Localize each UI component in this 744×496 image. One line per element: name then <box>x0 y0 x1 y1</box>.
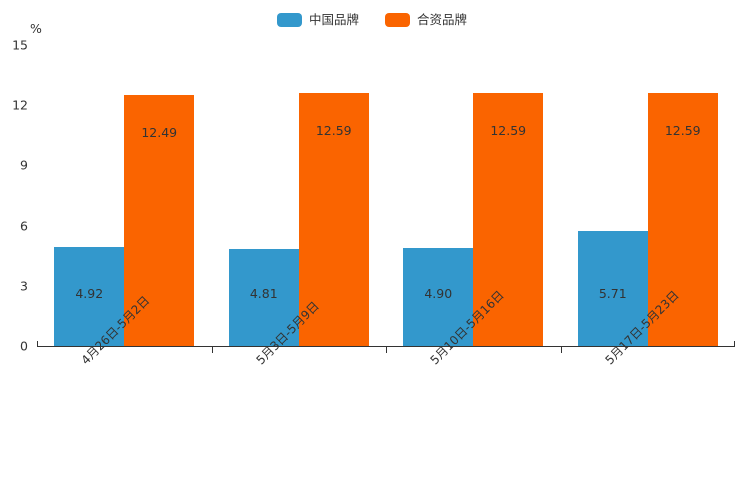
y-axis-tick-labels: 0 3 6 9 12 15 <box>0 0 28 496</box>
bar-value-label: 4.90 <box>424 286 453 301</box>
bar-china-brand[interactable]: 4.81 <box>228 249 299 346</box>
bar-china-brand[interactable]: 4.90 <box>403 247 474 346</box>
bar-value-label: 4.81 <box>249 286 278 301</box>
legend-item-joint-venture-brand[interactable]: 合资品牌 <box>385 13 467 27</box>
bar-joint-venture-brand[interactable]: 12.49 <box>124 95 195 346</box>
bar-value-label: 5.71 <box>598 286 627 301</box>
x-axis-left-cap <box>37 341 38 346</box>
bar-china-brand[interactable]: 5.71 <box>577 231 648 346</box>
chart-legend: 中国品牌 合资品牌 <box>0 10 744 30</box>
x-axis-right-cap <box>734 341 735 346</box>
x-axis-line <box>37 346 735 347</box>
bar-value-label: 12.59 <box>315 123 352 139</box>
x-axis-tick <box>211 347 213 353</box>
bar-value-label: 12.59 <box>490 123 527 139</box>
legend-item-china-brand[interactable]: 中国品牌 <box>276 11 359 27</box>
bar-joint-venture-brand[interactable]: 12.59 <box>647 93 718 346</box>
legend-swatch-icon-joint-venture-brand <box>385 13 410 27</box>
y-axis-tick-label: 3 <box>20 278 28 294</box>
bar-value-label: 12.49 <box>141 125 178 141</box>
legend-label-china-brand: 中国品牌 <box>308 11 359 27</box>
y-axis-tick-label: 15 <box>12 37 28 53</box>
y-axis-tick-label: 0 <box>20 338 28 354</box>
y-axis-tick-label: 6 <box>20 218 28 234</box>
y-axis-unit-label: % <box>30 21 42 36</box>
bar-value-label: 4.92 <box>75 286 104 301</box>
x-axis-tick <box>386 347 387 353</box>
bar-joint-venture-brand[interactable]: 12.59 <box>298 93 369 346</box>
bar-joint-venture-brand[interactable]: 12.59 <box>473 93 544 346</box>
y-axis-tick-label: 9 <box>20 157 28 173</box>
legend-swatch-icon-china-brand <box>276 13 302 27</box>
y-axis-tick-label: 12 <box>12 97 28 113</box>
legend-label-joint-venture-brand: 合资品牌 <box>417 11 468 27</box>
bar-china-brand[interactable]: 4.92 <box>54 247 125 346</box>
bar-value-label: 12.59 <box>664 123 701 139</box>
x-axis-tick <box>560 347 562 353</box>
